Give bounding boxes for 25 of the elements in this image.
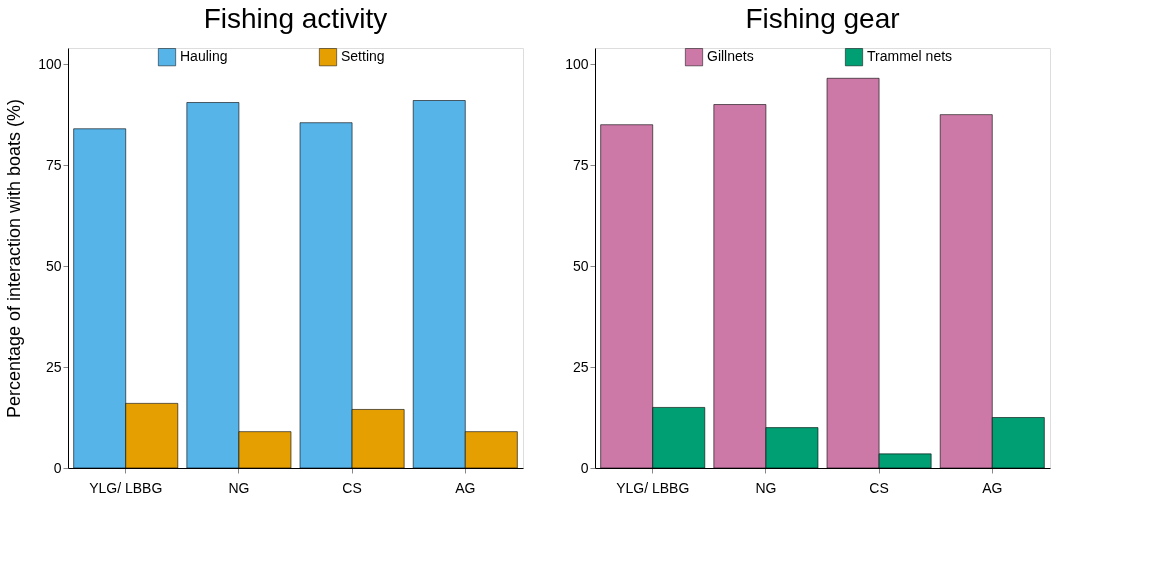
x-tick-label: CS: [342, 479, 362, 496]
y-tick-label: 0: [53, 459, 62, 476]
y-tick-label: 75: [572, 156, 589, 173]
y-tick-label: 75: [45, 156, 62, 173]
y-tick-label: 100: [38, 55, 62, 72]
x-tick-label: CS: [869, 479, 889, 496]
chart-title: Fishing gear: [745, 3, 900, 34]
legend-label: Gillnets: [707, 48, 754, 65]
x-tick-label: YLG/ LBBG: [616, 479, 690, 496]
legend-label: Trammel nets: [867, 48, 953, 65]
y-tick-label: 50: [572, 257, 589, 274]
x-tick-label: YLG/ LBBG: [89, 479, 163, 496]
y-tick-label: 50: [45, 257, 62, 274]
y-axis-title: Percentage of interaction with boats (%): [4, 98, 25, 419]
chart-title: Fishing activity: [203, 3, 388, 34]
x-tick-label: NG: [228, 479, 250, 496]
y-tick-label: 25: [45, 358, 62, 375]
legend-label: Hauling: [180, 48, 228, 65]
x-tick-label: AG: [982, 479, 1003, 496]
x-tick-label: NG: [755, 479, 777, 496]
y-tick-label: 25: [572, 358, 589, 375]
y-tick-label: 100: [565, 55, 589, 72]
legend-label: Setting: [341, 48, 385, 65]
y-tick-label: 0: [580, 459, 589, 476]
x-tick-label: AG: [455, 479, 476, 496]
